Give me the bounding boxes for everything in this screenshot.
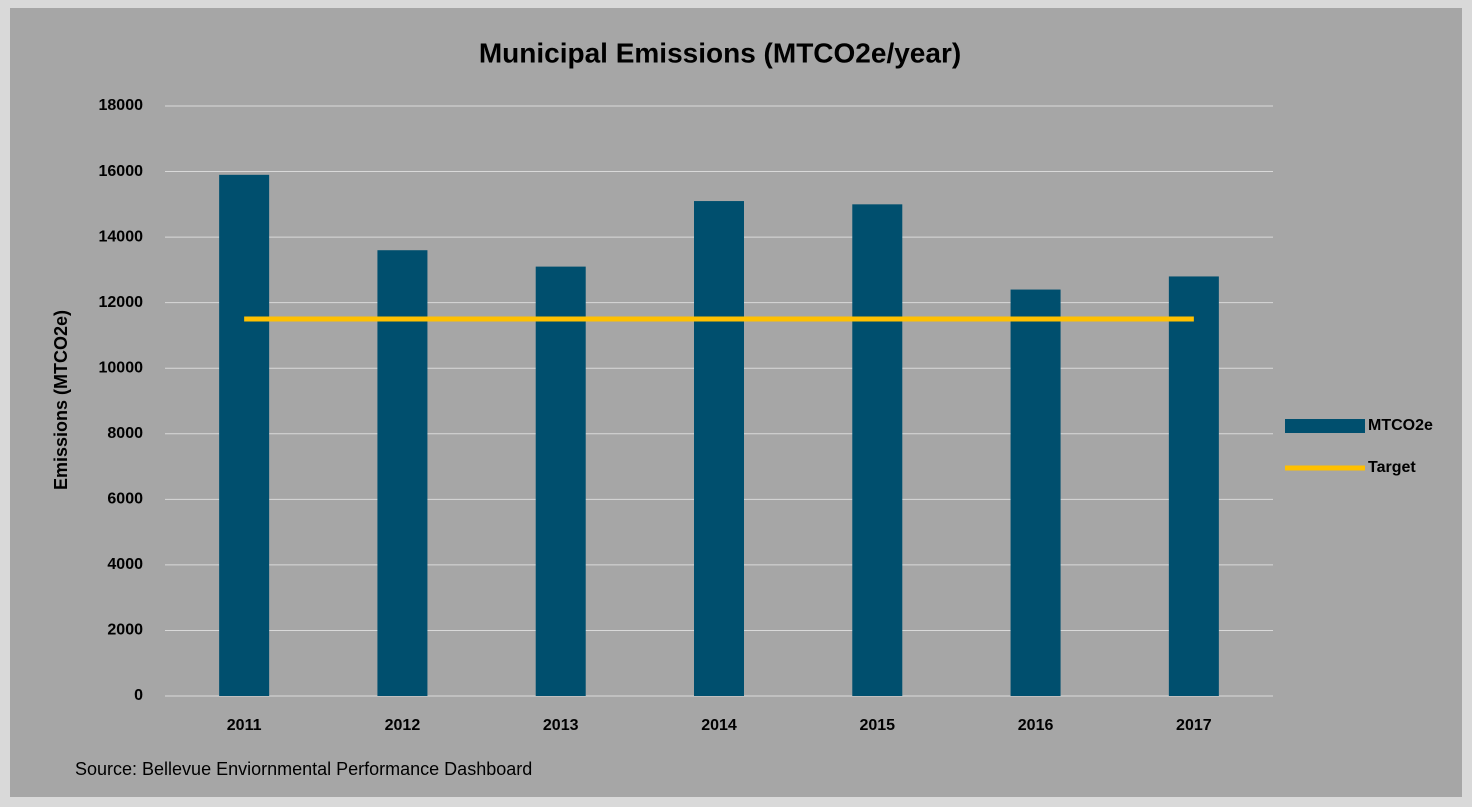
y-tick-label: 14000 [99, 228, 144, 245]
legend-label: MTCO2e [1368, 417, 1433, 434]
bar [1010, 289, 1061, 696]
x-tick-label: 2015 [859, 717, 895, 734]
bar [694, 201, 744, 697]
y-tick-label: 0 [134, 687, 143, 704]
y-tick-label: 18000 [99, 97, 144, 114]
bar [1168, 276, 1219, 696]
x-tick-label: 2013 [543, 717, 579, 734]
y-tick-label: 12000 [99, 294, 144, 311]
bar [852, 204, 903, 697]
bar [377, 250, 428, 696]
x-tick-label: 2014 [701, 717, 737, 734]
y-tick-label: 8000 [107, 425, 143, 442]
legend-label: Target [1368, 459, 1416, 476]
bar [219, 174, 270, 697]
x-tick-label: 2012 [385, 717, 421, 734]
legend-swatch [1285, 419, 1365, 433]
y-tick-label: 10000 [99, 359, 144, 376]
x-tick-label: 2016 [1018, 717, 1054, 734]
y-tick-label: 16000 [99, 163, 144, 180]
source-note: Source: Bellevue Enviornmental Performan… [75, 759, 532, 779]
chart-title: Municipal Emissions (MTCO2e/year) [479, 37, 961, 68]
y-tick-label: 6000 [107, 491, 143, 508]
y-axis-label: Emissions (MTCO2e) [51, 310, 71, 490]
x-tick-label: 2011 [227, 717, 262, 734]
bar [535, 266, 586, 696]
x-tick-label: 2017 [1176, 717, 1212, 734]
y-tick-label: 2000 [107, 622, 143, 639]
y-tick-label: 4000 [107, 556, 143, 573]
